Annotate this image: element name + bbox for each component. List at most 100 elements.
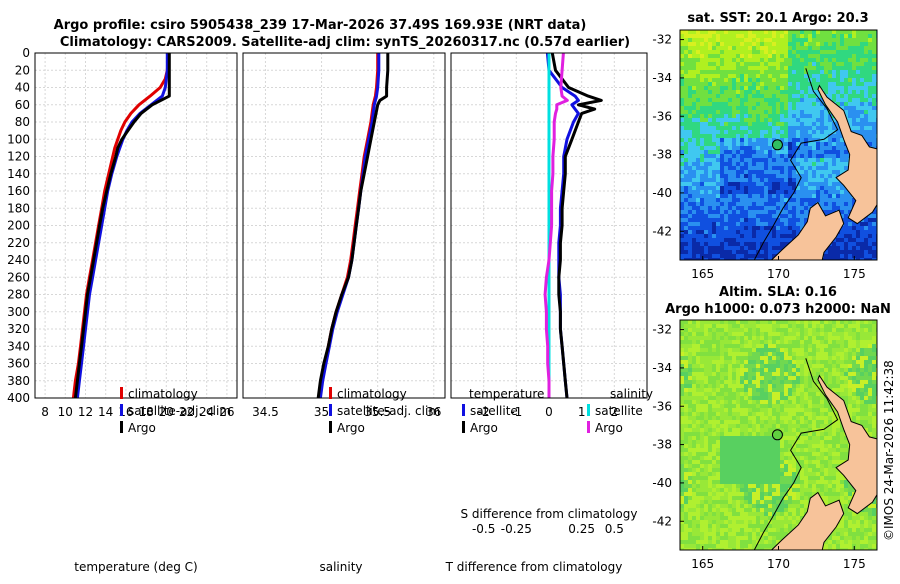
map-cell [760,222,765,227]
map-cell [848,324,853,329]
map-cell [832,46,837,51]
map-cell [800,380,805,385]
map-cell [744,166,749,171]
map-cell [752,210,757,215]
map-cell [800,324,805,329]
depth-tick-label: 120 [7,150,30,164]
map-cell [680,424,685,429]
map-cell [824,340,829,345]
map-cell [688,460,693,465]
map-cell [768,218,773,223]
map-cell [764,86,769,91]
map-cell [820,54,825,59]
map-cell [808,146,813,151]
map-cell [732,352,737,357]
map-cell [780,62,785,67]
map-cell [688,34,693,39]
map-cell [824,348,829,353]
map-cell [732,328,737,333]
map-cell [820,332,825,337]
map-cell [808,66,813,71]
map-cell [864,400,869,405]
map-cell [768,198,773,203]
map-cell [792,376,797,381]
map-cell [776,102,781,107]
map-cell [872,400,877,405]
map-cell [768,38,773,43]
map-cell [788,436,793,441]
map-cell [812,54,817,59]
map-cell [820,360,825,365]
map-cell [856,226,861,231]
map-cell [740,214,745,219]
map-cell [716,384,721,389]
map-cell [708,412,713,417]
map-cell [780,388,785,393]
map-cell [736,344,741,349]
map-cell [840,38,845,43]
map-cell [752,126,757,131]
map-cell [748,46,753,51]
map-cell [708,440,713,445]
map-cell [696,400,701,405]
map-cell [712,404,717,409]
map-cell [864,360,869,365]
map-cell [780,98,785,103]
map-cell [764,428,769,433]
map-cell [756,376,761,381]
map-cell [856,324,861,329]
map-cell [756,416,761,421]
map-cell [768,388,773,393]
map-cell [736,468,741,473]
map-cell [732,134,737,139]
map-cell [764,246,769,251]
map-cell [800,74,805,79]
legend-swatch [329,421,332,433]
map-cell [744,114,749,119]
map-cell [848,250,853,255]
map-cell [872,138,877,143]
map-cell [728,158,733,163]
map-cell [828,352,833,357]
map-cell [800,146,805,151]
map-cell [780,328,785,333]
map-cell [720,130,725,135]
map-cell [828,432,833,437]
map-cell [688,384,693,389]
map-cell [824,360,829,365]
map-cell [756,392,761,397]
map-cell [720,178,725,183]
map-cell [740,174,745,179]
map-cell [788,66,793,71]
map-cell [816,166,821,171]
map-cell [792,54,797,59]
map-cell [740,464,745,469]
map-cell [724,416,729,421]
map-cell [688,348,693,353]
map-cell [716,54,721,59]
map-cell [748,436,753,441]
map-cell [712,154,717,159]
map-cell [760,154,765,159]
map-cell [796,38,801,43]
map-cell [740,420,745,425]
map-cell [840,440,845,445]
map-cell [688,158,693,163]
map-cell [732,50,737,55]
map-cell [860,62,865,67]
map-cell [828,142,833,147]
map-cell [808,356,813,361]
map-cell [772,82,777,87]
map-cell [768,412,773,417]
map-cell [800,78,805,83]
map-cell [760,226,765,231]
map-cell [740,70,745,75]
map-cell [792,392,797,397]
map-cell [736,234,741,239]
map-cell [872,142,877,147]
map-cell [820,162,825,167]
map-cell [752,408,757,413]
map-cell [860,226,865,231]
map-cell [820,356,825,361]
